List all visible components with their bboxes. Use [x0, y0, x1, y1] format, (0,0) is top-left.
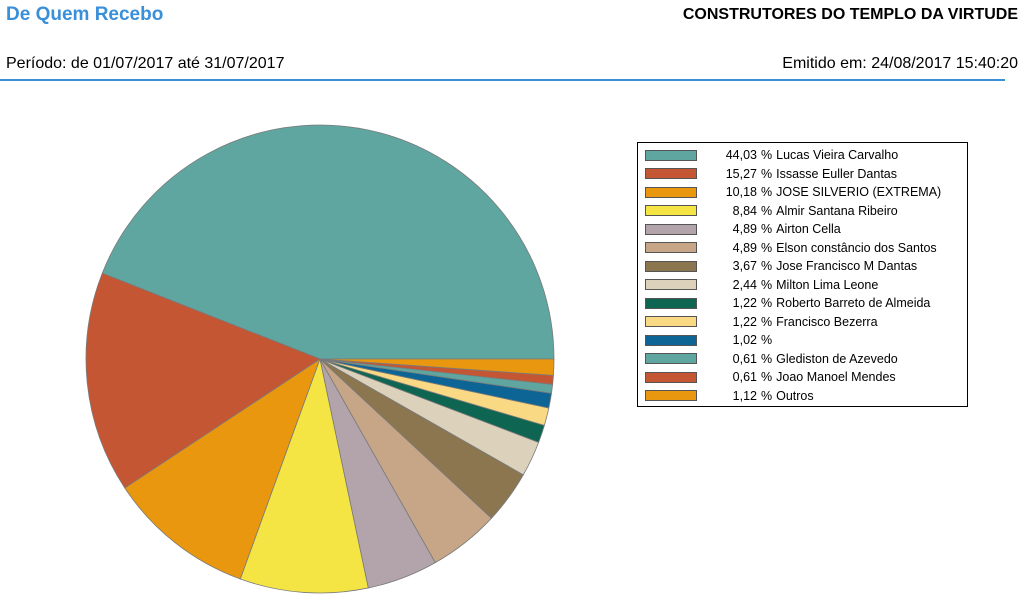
- legend-percent-sign: %: [761, 203, 773, 218]
- legend-percent-sign: %: [761, 351, 773, 366]
- legend-percent: 1,12: [732, 388, 757, 403]
- legend-label: Francisco Bezerra: [776, 314, 878, 329]
- legend-label: Roberto Barreto de Almeida: [776, 296, 931, 311]
- legend-entry-12: 0,61% Joao Manoel Mendes: [638, 368, 967, 387]
- legend-swatch: [645, 390, 697, 402]
- legend-percent-sign: %: [761, 148, 773, 163]
- legend-percent-sign: %: [761, 240, 773, 255]
- legend-swatch: [645, 223, 697, 235]
- legend-percent: 10,18: [725, 185, 757, 200]
- legend-percent-sign: %: [761, 333, 773, 348]
- legend-label: JOSE SILVERIO (EXTREMA): [776, 185, 942, 200]
- chart-legend: 44,03% Lucas Vieira Carvalho 15,27% Issasse…: [637, 142, 968, 407]
- legend-percent: 8,84: [732, 203, 757, 218]
- legend-percent: 0,61: [732, 370, 757, 385]
- header-divider: [0, 79, 1005, 81]
- legend-entry-7: 2,44% Milton Lima Leone: [638, 276, 967, 295]
- legend-percent-sign: %: [761, 185, 773, 200]
- legend-entry-8: 1,22% Roberto Barreto de Almeida: [638, 294, 967, 313]
- legend-entry-3: 8,84% Almir Santana Ribeiro: [638, 202, 967, 221]
- legend-percent-sign: %: [761, 388, 773, 403]
- legend-entry-11: 0,61% Glediston de Azevedo: [638, 350, 967, 369]
- legend-percent: 3,67: [732, 259, 757, 274]
- legend-percent: 4,89: [732, 222, 757, 237]
- legend-percent: 2,44: [732, 277, 757, 292]
- legend-entry-1: 15,27% Issasse Euller Dantas: [638, 165, 967, 184]
- legend-swatch: [645, 279, 697, 291]
- legend-swatch: [645, 334, 697, 346]
- legend-percent: 15,27: [725, 166, 757, 181]
- legend-label: Lucas Vieira Carvalho: [776, 148, 899, 163]
- legend-entry-5: 4,89% Elson constâncio dos Santos: [638, 239, 967, 258]
- legend-swatch: [645, 242, 697, 254]
- issued-timestamp: Emitido em: 24/08/2017 15:40:20: [782, 55, 1018, 72]
- legend-label: Issasse Euller Dantas: [776, 166, 898, 181]
- legend-label: Joao Manoel Mendes: [776, 370, 896, 385]
- legend-label: Airton Cella: [776, 222, 841, 237]
- legend-entry-4: 4,89% Airton Cella: [638, 220, 967, 239]
- pie-slice-1: [85, 272, 321, 489]
- legend-percent: 0,61: [732, 351, 757, 366]
- legend-swatch: [645, 149, 697, 161]
- pie-slice-3: [239, 357, 369, 594]
- legend-label: Jose Francisco M Dantas: [776, 259, 918, 274]
- legend-entry-13: 1,12% Outros: [638, 387, 967, 406]
- legend-swatch: [645, 205, 697, 217]
- legend-swatch: [645, 297, 697, 309]
- legend-entry-6: 3,67% Jose Francisco M Dantas: [638, 257, 967, 276]
- legend-entry-10: 1,02%: [638, 331, 967, 350]
- legend-percent: 1,22: [732, 296, 757, 311]
- legend-entry-0: 44,03% Lucas Vieira Carvalho: [638, 146, 967, 165]
- legend-entry-2: 10,18% JOSE SILVERIO (EXTREMA): [638, 183, 967, 202]
- legend-label: Milton Lima Leone: [776, 277, 879, 292]
- report-period: Período: de 01/07/2017 até 31/07/2017: [6, 55, 285, 72]
- legend-percent: 4,89: [732, 240, 757, 255]
- legend-percent: 44,03: [725, 148, 757, 163]
- legend-percent-sign: %: [761, 296, 773, 311]
- organization-name: CONSTRUTORES DO TEMPLO DA VIRTUDE: [682, 6, 1018, 23]
- legend-swatch: [645, 316, 697, 328]
- legend-percent: 1,22: [732, 314, 757, 329]
- pie-slice-2: [124, 358, 321, 580]
- legend-percent-sign: %: [761, 222, 773, 237]
- legend-swatch: [645, 260, 697, 272]
- legend-swatch: [645, 168, 697, 180]
- legend-swatch: [645, 353, 697, 365]
- pie-slice-13: [319, 358, 555, 376]
- legend-entry-9: 1,22% Francisco Bezerra: [638, 313, 967, 332]
- pie-slice-0: [101, 124, 555, 360]
- legend-label: Outros: [776, 388, 814, 403]
- legend-percent-sign: %: [761, 314, 773, 329]
- legend-label: Glediston de Azevedo: [776, 351, 898, 366]
- legend-percent-sign: %: [761, 259, 773, 274]
- legend-label: Almir Santana Ribeiro: [776, 203, 898, 218]
- legend-swatch: [645, 186, 697, 198]
- report-title: De Quem Recebo: [6, 4, 164, 25]
- legend-percent-sign: %: [761, 370, 773, 385]
- legend-swatch: [645, 371, 697, 383]
- legend-label: Elson constâncio dos Santos: [776, 240, 937, 255]
- legend-percent: 1,02: [732, 333, 757, 348]
- legend-percent-sign: %: [761, 166, 773, 181]
- legend-percent-sign: %: [761, 277, 773, 292]
